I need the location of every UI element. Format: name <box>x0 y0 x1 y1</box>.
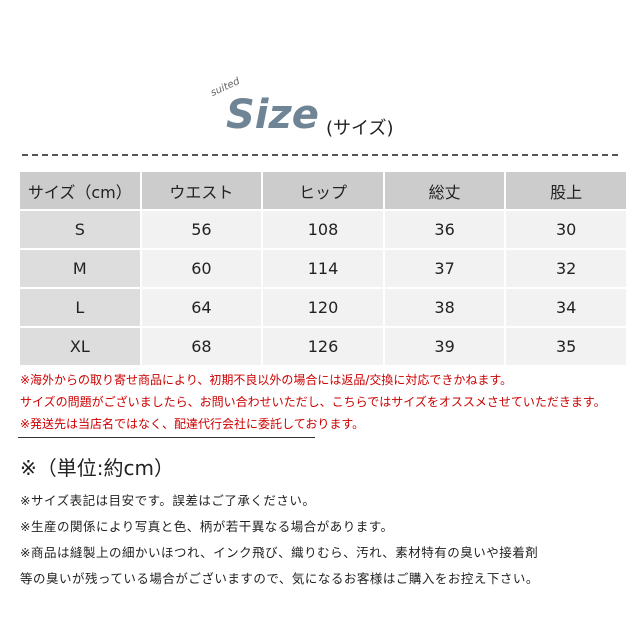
cell: 35 <box>504 326 628 367</box>
cell: 120 <box>261 287 385 328</box>
cell: 60 <box>139 248 264 289</box>
column-header: サイズ（cm） <box>18 170 142 211</box>
note: ※生産の関係により写真と色、柄が若干異なる場合があります。 <box>20 519 394 534</box>
cell: 126 <box>261 326 385 367</box>
warning: サイズの問題がございましたら、お問い合わせいただし、こちらではサイズをオススメさ… <box>20 395 606 409</box>
column-header: ウエスト <box>139 170 264 211</box>
cell: M <box>18 248 142 289</box>
note: ※商品は縫製上の細かいほつれ、インク飛び、織りむら、汚れ、素材特有の臭いや接着剤 <box>20 545 539 560</box>
cell: 34 <box>504 287 628 328</box>
column-header: 総丈 <box>382 170 507 211</box>
warning: ※海外からの取り寄せ商品により、初期不良以外の場合には返品/交換に対応できかねま… <box>20 373 513 387</box>
cell: 30 <box>504 209 628 250</box>
cell: 114 <box>261 248 385 289</box>
table-row: XL 68 126 39 35 <box>18 326 628 367</box>
title: Size <box>226 92 319 138</box>
cell: 64 <box>139 287 264 328</box>
subtitle: (サイズ) <box>326 118 394 139</box>
column-header: 股上 <box>504 170 628 211</box>
rule <box>18 437 315 438</box>
unit-note: ※（単位:約cm） <box>20 456 174 480</box>
table-row: S 56 108 36 30 <box>18 209 628 250</box>
size-table: サイズ（cm） ウエスト ヒップ 総丈 股上 S 56 108 36 30 M 60 114 37 32 L 6… <box>18 170 628 367</box>
cell: 37 <box>382 248 507 289</box>
cell: 32 <box>504 248 628 289</box>
cell: 38 <box>382 287 507 328</box>
divider <box>22 154 618 156</box>
header-row: サイズ（cm） ウエスト ヒップ 総丈 股上 <box>18 170 628 211</box>
cell: 56 <box>139 209 264 250</box>
note: ※サイズ表記は目安です。誤差はご了承ください。 <box>20 493 316 508</box>
cell: 39 <box>382 326 507 367</box>
cell: L <box>18 287 142 328</box>
note: 等の臭いが残っている場合がございますので、気になるお客様はご購入をお控え下さい。 <box>20 571 539 586</box>
table-row: L 64 120 38 34 <box>18 287 628 328</box>
column-header: ヒップ <box>261 170 385 211</box>
cell: 36 <box>382 209 507 250</box>
cell: S <box>18 209 142 250</box>
table-row: M 60 114 37 32 <box>18 248 628 289</box>
cell: 68 <box>139 326 264 367</box>
warning: ※発送先は当店名ではなく、配達代行会社に委託しております。 <box>20 417 365 431</box>
cell: XL <box>18 326 142 367</box>
cell: 108 <box>261 209 385 250</box>
